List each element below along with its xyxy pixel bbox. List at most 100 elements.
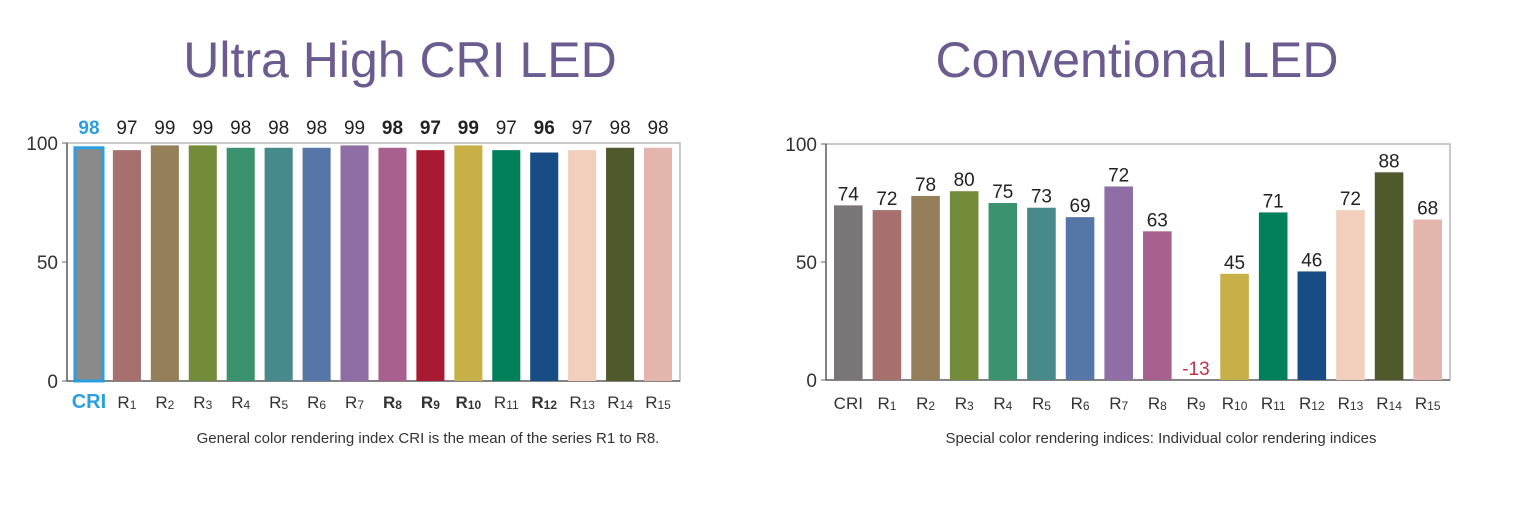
value-label: 75 (992, 182, 1013, 203)
bar-r2 (911, 195, 940, 380)
category-label: R5 (1032, 394, 1051, 413)
category-label: R2 (155, 393, 174, 412)
chart-title: Ultra High CRI LED (183, 32, 616, 88)
category-label: R13 (1338, 394, 1364, 413)
value-label: 71 (1263, 191, 1284, 212)
bar-r4 (226, 147, 255, 381)
y-tick-label: 50 (37, 253, 58, 274)
category-label: R14 (1376, 394, 1402, 413)
bar-r6 (302, 147, 331, 381)
bar-r8 (1143, 231, 1172, 380)
value-label: 68 (1417, 199, 1438, 220)
value-label: 99 (458, 118, 479, 139)
category-label: CRI (72, 391, 106, 413)
value-label: -13 (1182, 359, 1209, 380)
category-label: R3 (955, 394, 974, 413)
value-label: 73 (1031, 187, 1052, 208)
category-label: R7 (1109, 394, 1128, 413)
category-label: R3 (193, 393, 212, 412)
value-label: 69 (1069, 196, 1090, 217)
category-label: R4 (993, 394, 1012, 413)
category-label: R6 (1071, 394, 1090, 413)
bar-r6 (1065, 217, 1095, 380)
bar-r8 (378, 147, 407, 381)
bar-r2 (150, 145, 179, 381)
bar-r4 (988, 203, 1018, 380)
y-tick-label: 50 (796, 253, 817, 274)
category-label: R12 (531, 393, 557, 412)
bar-r7 (1104, 186, 1133, 380)
category-label: R8 (383, 393, 402, 412)
category-label: R15 (1415, 394, 1441, 413)
value-label: 78 (915, 175, 936, 196)
category-label: R4 (231, 393, 250, 412)
bar-r5 (264, 147, 293, 381)
category-label: R1 (117, 393, 136, 412)
value-label: 98 (268, 118, 289, 139)
value-label: 97 (572, 118, 593, 139)
bar-r7 (340, 145, 369, 381)
bar-r5 (1027, 207, 1056, 380)
category-label: R9 (1186, 394, 1205, 413)
bar-r3 (188, 145, 217, 381)
bar-r13 (568, 150, 597, 381)
bar-r1 (872, 210, 902, 380)
bar-r3 (949, 191, 979, 380)
bar-r1 (112, 150, 141, 381)
bar-r11 (1258, 212, 1288, 380)
bar-r15 (643, 147, 673, 381)
category-label: R1 (877, 394, 896, 413)
y-tick-label: 100 (785, 135, 817, 156)
category-label: R10 (456, 393, 482, 412)
bar-cri (834, 205, 863, 380)
value-label: 96 (534, 118, 555, 139)
bar-r13 (1336, 210, 1365, 380)
category-label: R11 (1261, 394, 1286, 413)
value-label: 98 (382, 118, 403, 139)
category-label: R5 (269, 393, 288, 412)
category-label: R8 (1148, 394, 1167, 413)
category-label: R6 (307, 393, 326, 412)
value-label: 63 (1147, 210, 1168, 231)
bar-r9 (416, 150, 445, 381)
y-tick-label: 0 (47, 372, 58, 393)
bar-r10 (454, 145, 483, 381)
y-tick-label: 100 (26, 134, 58, 155)
bar-r11 (492, 150, 521, 381)
value-label: 98 (78, 118, 99, 139)
bar-r10 (1220, 273, 1249, 380)
value-label: 46 (1301, 250, 1322, 271)
category-label: R14 (607, 393, 633, 412)
chart-caption: General color rendering index CRI is the… (197, 430, 660, 447)
value-label: 98 (306, 118, 327, 139)
value-label: 88 (1378, 151, 1399, 172)
bar-r12 (530, 152, 559, 381)
category-label: R7 (345, 393, 364, 412)
value-label: 72 (1340, 189, 1361, 210)
value-label: 80 (954, 170, 975, 191)
bar-r12 (1297, 271, 1327, 380)
value-label: 97 (420, 118, 441, 139)
chart-caption: Special color rendering indices: Individ… (945, 430, 1376, 447)
value-label: 99 (154, 118, 175, 139)
category-label: R15 (645, 393, 671, 412)
category-label: R2 (916, 394, 935, 413)
value-label: 99 (344, 118, 365, 139)
conventional-led-chart: Conventional LED 0 50 100 74 CRI 72 R1 78 R2 80 R3 7… (785, 32, 1451, 447)
value-label: 97 (496, 118, 517, 139)
bar-cri (73, 146, 105, 383)
category-label: R9 (421, 393, 440, 412)
category-label: R13 (569, 393, 595, 412)
value-label: 74 (838, 184, 860, 205)
value-label: 45 (1224, 253, 1245, 274)
category-label: R10 (1222, 394, 1248, 413)
y-tick-label: 0 (806, 371, 817, 392)
bar-r15 (1413, 219, 1442, 380)
bar-r14 (606, 147, 635, 381)
value-label: 98 (647, 118, 668, 139)
chart-title: Conventional LED (935, 32, 1338, 88)
category-label: R11 (494, 393, 519, 412)
value-label: 99 (192, 118, 213, 139)
